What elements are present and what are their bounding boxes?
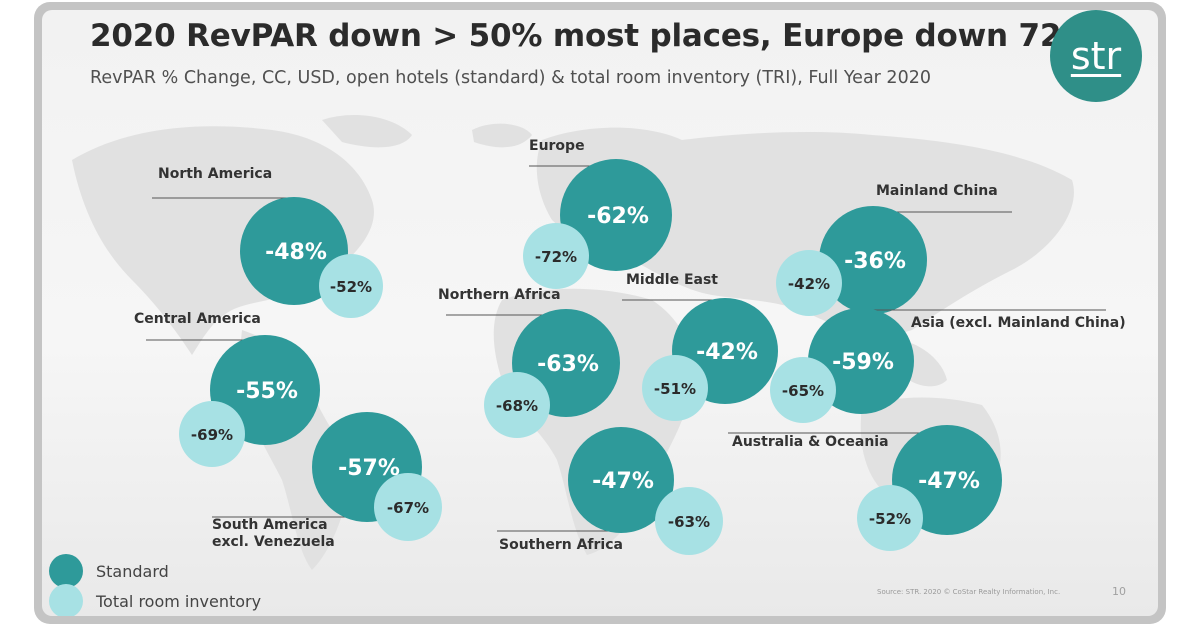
region-middle-east: Middle East -42%-51% bbox=[622, 272, 778, 421]
region-label: Middle East bbox=[626, 272, 718, 288]
standard-value-label: -48% bbox=[265, 240, 327, 265]
tri-bubble bbox=[523, 223, 589, 289]
tri-bubble bbox=[642, 355, 708, 421]
legend-label-tri: Total room inventory bbox=[95, 592, 261, 611]
region-asia-excl-mainland-china: Asia (excl. Mainland China) -59% -65% bbox=[770, 308, 1126, 423]
region-australia-oceania: Australia & Oceania -47% -52% bbox=[728, 425, 1002, 551]
chart-subtitle: RevPAR % Change, CC, USD, open hotels (s… bbox=[90, 68, 931, 88]
tri-value-label: -65% bbox=[782, 382, 824, 400]
region-central-america: Central America -55% -69% bbox=[134, 311, 320, 467]
slide: North America -48% -52% Central America -55%… bbox=[42, 10, 1158, 616]
str-logo: str bbox=[1050, 10, 1142, 102]
page-number: 10 bbox=[1112, 585, 1126, 598]
tri-bubble bbox=[857, 485, 923, 551]
standard-value-label: -59% bbox=[832, 350, 894, 375]
region-label: Northern Africa bbox=[438, 287, 561, 303]
region-northern-africa: Northern Africa -63% -68% bbox=[438, 287, 620, 438]
tri-bubble bbox=[655, 487, 723, 555]
tri-value-label: -52% bbox=[869, 510, 911, 528]
tri-bubble bbox=[179, 401, 245, 467]
tri-bubble bbox=[374, 473, 442, 541]
regions: North America-48%-52%Central America-55%… bbox=[134, 138, 1126, 555]
region-label: Europe bbox=[529, 138, 585, 154]
region-label: Southern Africa bbox=[499, 537, 623, 553]
tri-value-label: -69% bbox=[191, 426, 233, 444]
tri-value-label: -72% bbox=[535, 248, 577, 266]
tri-value-label: -42% bbox=[788, 275, 830, 293]
tri-bubble bbox=[770, 357, 836, 423]
standard-bubble bbox=[568, 427, 674, 533]
chart-title: 2020 RevPAR down > 50% most places, Euro… bbox=[90, 18, 1093, 54]
world-map-chart: North America-48%-52%Central America-55%… bbox=[49, 115, 1126, 616]
tri-value-label: -68% bbox=[496, 397, 538, 415]
region-label: South America bbox=[212, 517, 328, 533]
standard-value-label: -47% bbox=[592, 469, 654, 494]
legend-label-standard: Standard bbox=[96, 562, 169, 581]
legend-swatch-standard bbox=[49, 554, 83, 588]
region-label: North America bbox=[158, 166, 272, 182]
tri-bubble bbox=[776, 250, 842, 316]
source-note: Source: STR. 2020 © CoStar Realty Inform… bbox=[877, 588, 1061, 596]
tri-bubble bbox=[319, 254, 383, 318]
standard-value-label: -62% bbox=[587, 204, 649, 229]
tri-bubble bbox=[484, 372, 550, 438]
standard-value-label: -42% bbox=[696, 340, 758, 365]
tri-value-label: -63% bbox=[668, 513, 710, 531]
standard-value-label: -36% bbox=[844, 249, 906, 274]
standard-value-label: -63% bbox=[537, 352, 599, 377]
region-label: Asia (excl. Mainland China) bbox=[911, 315, 1126, 331]
standard-bubble bbox=[819, 206, 927, 314]
region-mainland-china: Mainland China -36% -42% bbox=[776, 183, 1012, 316]
legend: Standard Total room inventory bbox=[49, 554, 261, 616]
region-label: excl. Venezuela bbox=[212, 534, 335, 550]
logo-text: str bbox=[1070, 34, 1122, 78]
standard-value-label: -57% bbox=[338, 456, 400, 481]
tri-value-label: -67% bbox=[387, 499, 429, 517]
region-north-america: North America -48%-52% bbox=[152, 166, 383, 318]
region-label: Central America bbox=[134, 311, 261, 327]
region-label: Mainland China bbox=[876, 183, 998, 199]
standard-value-label: -47% bbox=[918, 469, 980, 494]
standard-bubble bbox=[560, 159, 672, 271]
region-europe: Europe -62% -72% bbox=[523, 138, 672, 289]
tri-value-label: -52% bbox=[330, 278, 372, 296]
tri-value-label: -51% bbox=[654, 380, 696, 398]
legend-swatch-tri bbox=[49, 584, 83, 616]
standard-value-label: -55% bbox=[236, 379, 298, 404]
region-southern-africa: Southern Africa -47% -63% bbox=[497, 427, 723, 555]
region-label: Australia & Oceania bbox=[732, 434, 889, 450]
